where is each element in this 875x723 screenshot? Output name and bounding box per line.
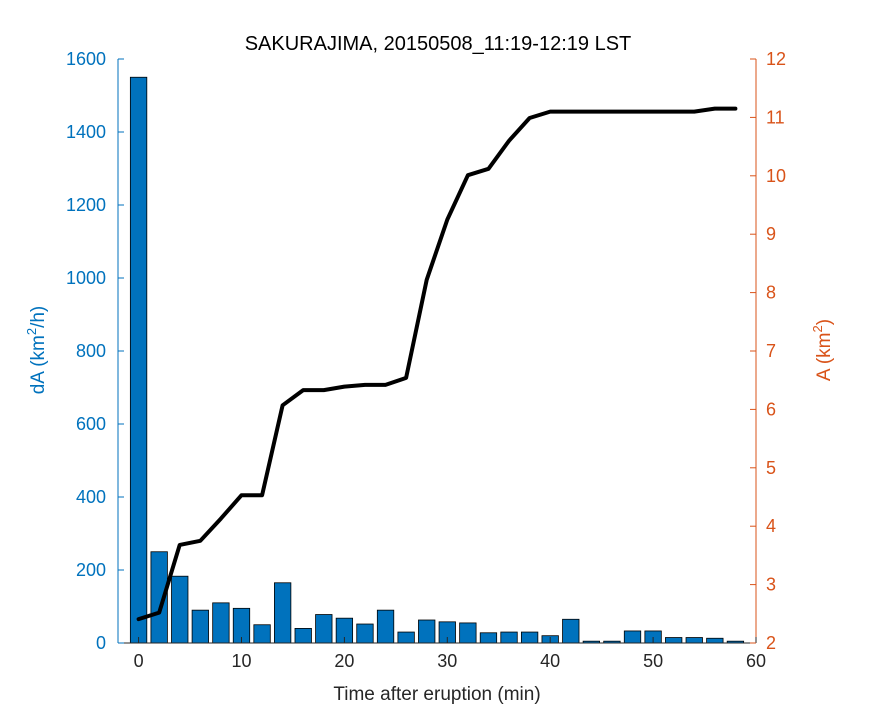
y-left-tick-label: 1400 <box>66 122 106 142</box>
y-left-tick-label: 1600 <box>66 49 106 69</box>
y-left-tick-label: 600 <box>76 414 106 434</box>
x-tick-label: 60 <box>746 651 766 671</box>
bar <box>562 618 580 644</box>
bar <box>191 609 209 644</box>
bar <box>459 622 477 644</box>
y-axis-right-label: A (km2) <box>810 319 835 381</box>
y-right-tick-label: 9 <box>766 224 776 244</box>
y-right-label-sup: 2 <box>810 325 825 332</box>
bar <box>623 630 642 644</box>
y-left-tick-label: 200 <box>76 560 106 580</box>
y-left-tick-label: 0 <box>96 633 106 653</box>
area-line <box>136 106 738 622</box>
y-right-tick-label: 11 <box>766 107 785 127</box>
y-left-label-tail: /h) <box>28 306 49 328</box>
bar <box>315 614 333 644</box>
bar <box>479 632 498 644</box>
y-right-tick-label: 8 <box>766 283 776 303</box>
y-left-tick-label: 800 <box>76 341 106 361</box>
bar <box>418 619 436 644</box>
x-tick-label: 30 <box>437 651 457 671</box>
chart-title: SAKURAJIMA, 20150508_11:19-12:19 LST <box>245 33 632 55</box>
bar <box>520 631 539 644</box>
x-tick-label: 40 <box>540 651 560 671</box>
bar <box>274 582 292 644</box>
bar <box>171 575 189 644</box>
y-left-label-sup: 2 <box>24 328 39 335</box>
bar <box>500 631 518 644</box>
y-left-tick-label: 400 <box>76 487 106 507</box>
bar-series <box>129 76 745 644</box>
bar <box>665 637 683 644</box>
y-right-tick-label: 10 <box>766 166 786 186</box>
bar <box>397 631 415 644</box>
bar <box>685 637 703 644</box>
y-right-tick-label: 3 <box>766 575 776 595</box>
y-right-tick-label: 4 <box>766 516 776 536</box>
y-axis-left-label: dA (km2/h) <box>24 306 49 395</box>
line-series <box>136 106 738 622</box>
y-right-tick-label: 12 <box>766 49 786 69</box>
bar <box>294 628 312 644</box>
x-tick-label: 0 <box>134 651 144 671</box>
y-right-label-tail: ) <box>814 319 835 325</box>
y-right-tick-label: 6 <box>766 399 776 419</box>
x-tick-label: 10 <box>231 651 251 671</box>
y-right-tick-label: 7 <box>766 341 776 361</box>
bar <box>356 623 374 644</box>
bar <box>129 76 148 644</box>
y-left-label-base: dA (km <box>28 335 49 394</box>
y-right-tick-label: 5 <box>766 458 776 478</box>
y-right-label-base: A (km <box>814 333 835 382</box>
y-right-tick-label: 2 <box>766 633 776 653</box>
bar <box>212 602 230 644</box>
bar <box>706 637 724 644</box>
y-left-tick-label: 1200 <box>66 195 106 215</box>
x-axis-label: Time after eruption (min) <box>333 684 540 705</box>
x-tick-label: 20 <box>334 651 354 671</box>
axes <box>117 58 757 644</box>
bar <box>253 624 271 644</box>
bar <box>376 609 395 644</box>
y-left-tick-label: 1000 <box>66 268 106 288</box>
tick-labels: 0 10 20 30 40 50 60020040060080010001200140016… <box>66 49 786 671</box>
x-tick-label: 50 <box>643 651 663 671</box>
